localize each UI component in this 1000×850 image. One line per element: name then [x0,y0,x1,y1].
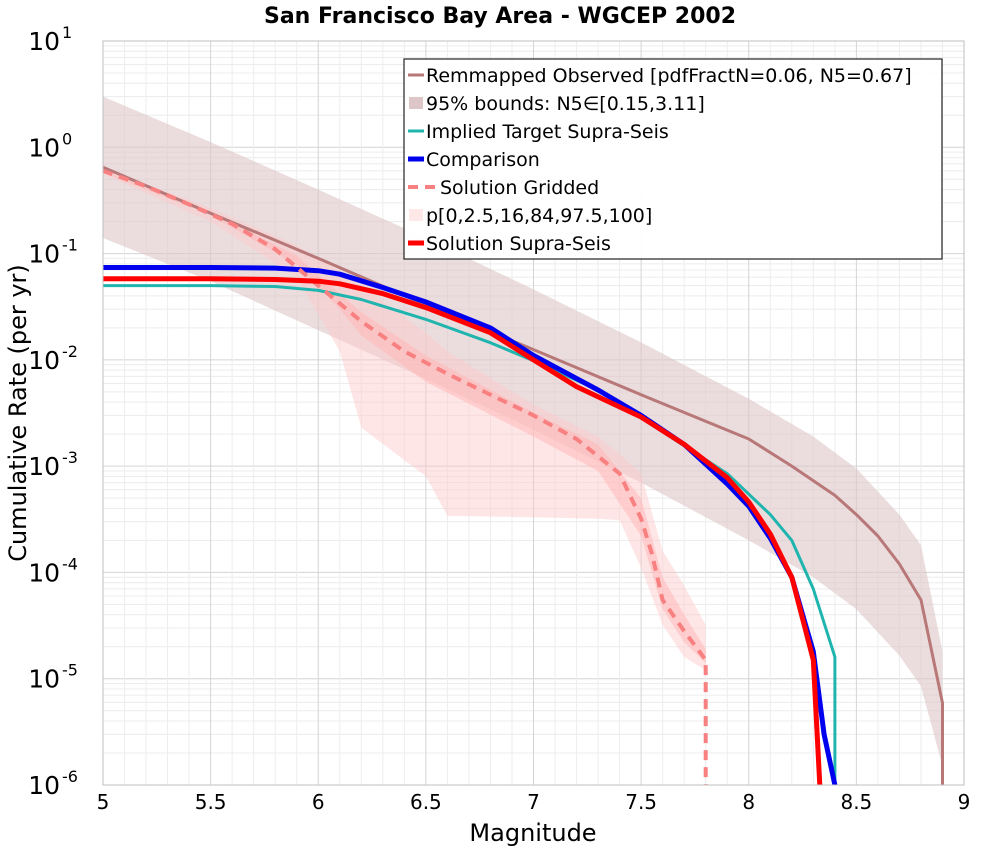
legend-label: Remmapped Observed [pdfFractN=0.06, N5=0… [426,65,912,87]
x-tick-label: 6.5 [410,790,442,814]
y-tick-label: 10 [28,558,60,587]
series-line [103,169,708,785]
y-tick-label: 10 [28,346,60,375]
x-tick-label: 5 [97,790,110,814]
legend-label: Comparison [426,149,540,171]
y-tick-label: 10 [28,133,60,162]
legend-label: Solution Supra-Seis [426,233,611,255]
series-line [103,165,944,785]
x-tick-label: 9 [958,790,971,814]
y-tick-exponent: -1 [62,236,78,255]
y-tick-exponent: -4 [62,554,78,573]
y-tick-exponent: -6 [62,767,78,786]
series [103,165,944,785]
x-tick-label: 7.5 [625,790,657,814]
y-tick-label: 10 [28,665,60,694]
y-tick-exponent: 1 [62,23,72,42]
legend-box [403,58,943,260]
x-axis-label: Magnitude [469,819,596,847]
y-tick-exponent: -3 [62,448,78,467]
y-tick-label: 10 [28,771,60,800]
band-area [103,96,943,767]
y-tick-exponent: -5 [62,661,78,680]
y-tick-label: 10 [28,240,60,269]
band-area [103,169,706,671]
bands [103,96,943,767]
chart-title: San Francisco Bay Area - WGCEP 2002 [264,4,736,29]
legend-label: Solution Gridded [440,177,599,199]
legend-label: Implied Target Supra-Seis [426,121,669,143]
y-tick-exponent: 0 [62,129,72,148]
x-tick-label: 8 [742,790,755,814]
legend: Remmapped Observed [pdfFractN=0.06, N5=0… [403,58,943,260]
y-tick-exponent: -2 [62,342,78,361]
legend-label: 95% bounds: N5∈[0.15,3.11] [426,93,705,115]
legend-swatch [409,97,423,109]
series-line [103,276,823,785]
x-tick-label: 6 [312,790,325,814]
y-axis-label: Cumulative Rate (per yr) [4,264,32,562]
ticks: 5 5.5 6 6.5 7 7.5 8 8.5 910 110 010 -110 -210 -310 -41… [28,23,970,814]
y-tick-label: 10 [28,452,60,481]
legend-swatch [409,209,423,221]
x-tick-label: 5.5 [195,790,227,814]
legend-label: p[0,2.5,16,84,97.5,100] [426,205,652,227]
plot-frame [102,40,965,786]
x-tick-label: 7 [527,790,540,814]
x-tick-label: 8.5 [840,790,872,814]
y-tick-label: 10 [28,27,60,56]
